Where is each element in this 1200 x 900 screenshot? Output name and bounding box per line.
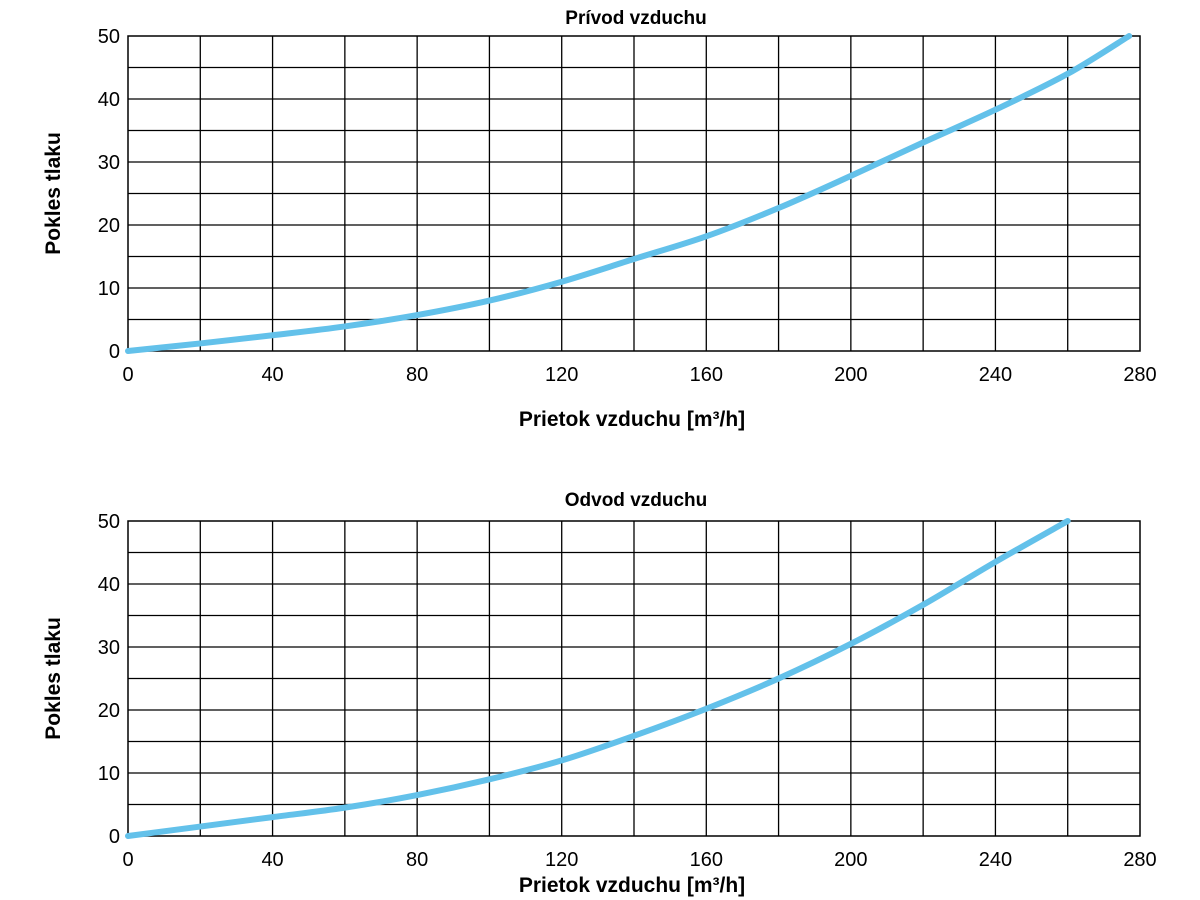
chart-svg: Prívod vzduchu 0 40 80 120 160 200 240 280 0 10 20 3… [42,8,1157,431]
x-tick-label: 120 [545,849,578,871]
x-tick-label: 40 [261,364,283,386]
series-line [125,518,1071,839]
x-tick-label: 160 [690,849,723,871]
x-tick-label: 200 [834,849,867,871]
y-tick-label: 50 [98,511,120,533]
chart-title: Odvod vzduchu [565,490,708,511]
x-axis-label: Prietok vzduchu [m³/h] [519,408,745,431]
chart-svg: Odvod vzduchu 0 40 80 120 160 200 240 280 0 10 20 30… [42,490,1157,897]
x-tick-label: 240 [979,364,1012,386]
plot-frame [127,520,1141,837]
x-axis-label: Prietok vzduchu [m³/h] [519,874,745,897]
x-tick-label: 0 [122,364,133,386]
grid [128,36,1140,351]
y-tick-label: 50 [98,26,120,48]
y-tick-label: 0 [109,826,120,848]
y-tick-label: 30 [98,152,120,174]
y-tick-label: 40 [98,574,120,596]
x-tick-label: 280 [1123,849,1156,871]
x-tick-label: 280 [1123,364,1156,386]
y-tick-label: 40 [98,89,120,111]
x-tick-label: 160 [690,364,723,386]
y-tick-label: 20 [98,700,120,722]
chart-odvod-vzduchu: Odvod vzduchu 0 40 80 120 160 200 240 280 0 10 20 30… [0,482,1200,900]
y-axis-label: Pokles tlaku [42,617,65,740]
x-tick-label: 240 [979,849,1012,871]
chart-title: Prívod vzduchu [565,8,706,29]
x-tick-label: 0 [122,849,133,871]
plot-frame [127,35,1141,352]
series-line [125,33,1133,354]
x-tick-label: 80 [406,364,428,386]
y-tick-label: 10 [98,763,120,785]
y-tick-label: 0 [109,341,120,363]
y-tick-label: 10 [98,278,120,300]
y-axis-label: Pokles tlaku [42,132,65,255]
chart-privod-vzduchu: Prívod vzduchu 0 40 80 120 160 200 240 280 0 10 20 3… [42,8,1157,431]
grid [128,521,1140,836]
x-tick-label: 120 [545,364,578,386]
y-tick-label: 20 [98,215,120,237]
x-tick-label: 200 [834,364,867,386]
x-tick-label: 80 [406,849,428,871]
x-tick-label: 40 [261,849,283,871]
y-tick-label: 30 [98,637,120,659]
